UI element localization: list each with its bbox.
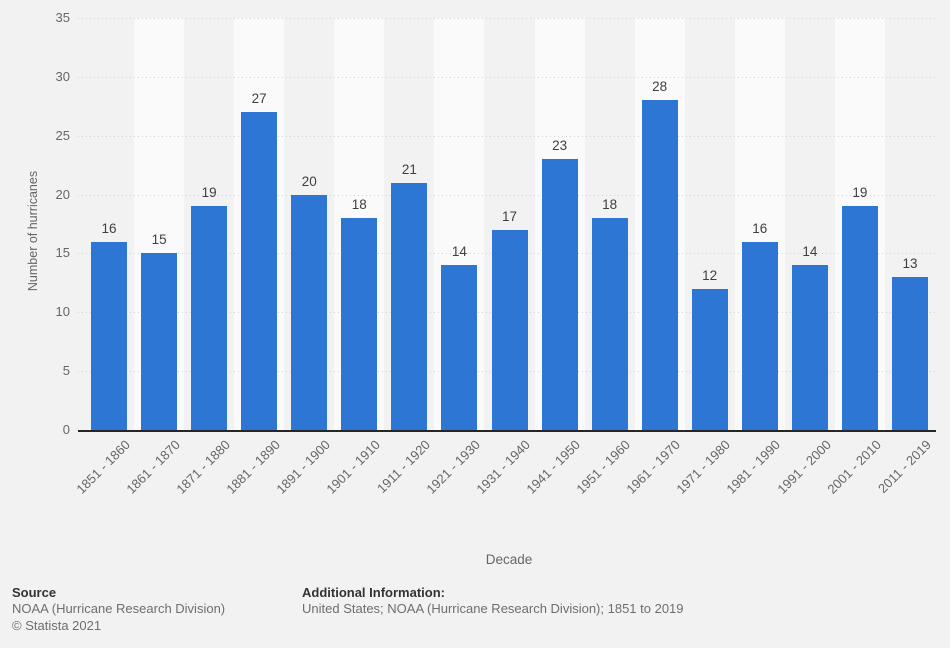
- bar-value-label: 16: [752, 220, 768, 236]
- bar-1901-1910[interactable]: [341, 218, 378, 430]
- bar-1991-2000[interactable]: [791, 265, 828, 430]
- y-gridline: [78, 194, 935, 196]
- bar-1961-1970[interactable]: [641, 100, 678, 430]
- bar-value-label: 28: [652, 79, 668, 95]
- additional-info-value: United States; NOAA (Hurricane Research …: [302, 601, 684, 616]
- bar-1851-1860[interactable]: [91, 241, 127, 430]
- bar-value-label: 14: [802, 244, 818, 260]
- bar-1921-1930[interactable]: [441, 265, 478, 430]
- y-gridline: [78, 76, 935, 78]
- bar-value-label: 18: [351, 197, 367, 213]
- bar-1881-1890[interactable]: [241, 112, 278, 430]
- bar-1941-1950[interactable]: [541, 159, 578, 430]
- copyright-notice: © Statista 2021: [12, 617, 102, 633]
- x-tick-label: 2011 - 2019: [874, 437, 934, 496]
- y-tick-label: 10: [55, 304, 70, 320]
- y-tick-label: 0: [62, 422, 70, 437]
- y-axis-title: Number of hurricanes: [26, 170, 40, 292]
- bar-value-label: 23: [552, 138, 568, 154]
- y-tick-label: 20: [55, 186, 70, 202]
- bar-value-label: 15: [151, 232, 167, 248]
- bar-value-label: 14: [451, 244, 467, 260]
- bar-2001-2010[interactable]: [841, 206, 878, 430]
- y-tick-label: 30: [55, 68, 70, 84]
- source-label: Source: [12, 585, 57, 600]
- x-axis-title: Decade: [485, 552, 533, 567]
- bar-value-label: 27: [251, 91, 267, 107]
- bar-1931-1940[interactable]: [491, 229, 528, 430]
- bar-value-label: 21: [401, 161, 417, 177]
- bar-value-label: 20: [301, 173, 317, 189]
- y-tick-label: 15: [55, 245, 70, 261]
- bar-value-label: 17: [501, 208, 518, 224]
- y-tick-label: 5: [62, 363, 70, 379]
- bar-value-label: 16: [101, 220, 117, 236]
- source-value: NOAA (Hurricane Research Division): [12, 601, 226, 616]
- bar-1861-1870[interactable]: [141, 253, 178, 430]
- bar-value-label: 19: [201, 185, 217, 201]
- y-gridline: [78, 135, 935, 137]
- bar-value-label: 18: [602, 197, 618, 213]
- bar-1891-1900[interactable]: [291, 194, 328, 430]
- footer-source-block: Source NOAA (Hurricane Research Division…: [12, 584, 225, 634]
- bar-1971-1980[interactable]: [691, 288, 728, 430]
- bar-value-label: 12: [702, 267, 718, 283]
- bar-value-label: 19: [852, 185, 868, 201]
- y-gridline: [78, 18, 935, 19]
- bar-2011-2019[interactable]: [892, 277, 928, 430]
- x-tick-label: 1981 - 1990: [723, 437, 784, 497]
- x-axis-line: [78, 430, 936, 432]
- x-tick-label: 1991 - 2000: [773, 437, 834, 497]
- bar-value-label: 13: [902, 256, 918, 271]
- footer-additional-block: Additional Information: United States; N…: [302, 584, 684, 618]
- bar-1871-1880[interactable]: [191, 206, 228, 430]
- bar-1981-1990[interactable]: [741, 241, 778, 430]
- additional-info-label: Additional Information:: [302, 585, 445, 600]
- x-tick-label: 1851 - 1860: [72, 437, 133, 497]
- y-tick-label: 25: [55, 127, 70, 143]
- bar-1951-1960[interactable]: [591, 218, 628, 430]
- bar-1911-1920[interactable]: [391, 182, 428, 430]
- y-tick-label: 35: [55, 10, 70, 25]
